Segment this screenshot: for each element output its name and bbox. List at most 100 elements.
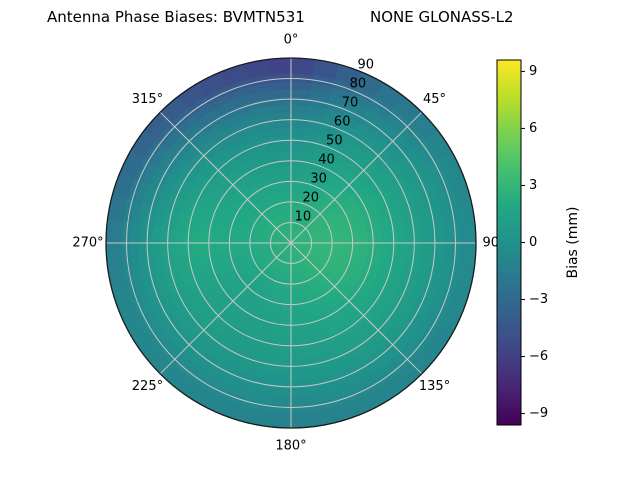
heatmap-cell <box>259 242 269 248</box>
heatmap-cell <box>175 227 185 244</box>
heatmap-cell <box>389 242 400 258</box>
colorbar-tick-label: 0 <box>529 235 537 250</box>
heatmap-cell <box>276 341 292 352</box>
heatmap-cell <box>367 242 377 255</box>
heatmap-cell <box>321 237 330 244</box>
colorbar-tick-label: 9 <box>529 64 537 79</box>
radial-tick-label: 10 <box>295 210 312 225</box>
angular-tick-label: 0° <box>284 33 299 48</box>
heatmap-cell <box>175 242 185 259</box>
heatmap-cell <box>367 231 377 244</box>
heatmap-cell <box>290 280 298 290</box>
heatmap-cell <box>198 230 208 244</box>
heatmap-cell <box>290 357 308 367</box>
heatmap-cell <box>290 165 302 175</box>
heatmap-cell <box>284 196 292 206</box>
heatmap-cell <box>270 387 292 398</box>
heatmap-cell <box>205 231 215 244</box>
colorbar-label: Bias (mm) <box>565 206 581 278</box>
heatmap-cell <box>290 157 303 167</box>
heatmap-cell <box>397 227 407 244</box>
heatmap-cell <box>290 80 313 91</box>
radial-tick-label: 30 <box>310 172 327 187</box>
heatmap-cell <box>328 236 338 244</box>
heatmap-cell <box>420 242 431 262</box>
heatmap-cell <box>435 222 446 244</box>
heatmap-cell <box>274 119 292 129</box>
heatmap-cell <box>270 88 292 99</box>
heatmap-cell <box>144 223 154 244</box>
heatmap-cell <box>286 211 292 221</box>
heatmap-cell <box>290 134 306 145</box>
heatmap-cell <box>280 311 292 321</box>
heatmap-cell <box>244 242 254 250</box>
heatmap-cell <box>221 233 231 244</box>
heatmap-cell <box>136 242 147 264</box>
heatmap-cell <box>236 242 246 251</box>
heatmap-cell <box>290 88 312 99</box>
radial-tick-label: 90 <box>358 58 375 73</box>
radial-tick-label: 50 <box>326 134 343 149</box>
heatmap-cell <box>280 165 292 175</box>
heatmap-cell <box>336 235 346 244</box>
heatmap-cell <box>190 229 200 244</box>
grid-spoke <box>159 111 292 244</box>
heatmap-cell <box>182 228 193 244</box>
angular-tick-label: 45° <box>423 92 446 107</box>
heatmap-cell <box>278 150 292 160</box>
colorbar-tick-label: −6 <box>529 349 548 364</box>
heatmap-cell <box>213 232 223 244</box>
heatmap-cell <box>290 180 300 190</box>
heatmap-cell <box>435 242 446 264</box>
heatmap-cell <box>290 372 310 383</box>
heatmap-cell <box>151 242 162 262</box>
heatmap-cell <box>282 296 292 306</box>
heatmap-cell <box>167 242 177 260</box>
heatmap-cell <box>443 242 454 265</box>
heatmap-cell <box>290 326 304 336</box>
radial-tick-label: 80 <box>350 77 367 92</box>
heatmap-cell <box>374 242 384 256</box>
heatmap-cell <box>205 242 215 255</box>
heatmap-cell <box>269 80 292 91</box>
colorbar-tick-label: −3 <box>529 292 548 307</box>
heatmap-cell <box>382 242 392 257</box>
heatmap-cell <box>271 380 292 390</box>
grid-spoke <box>290 242 423 375</box>
grid-spoke <box>290 111 423 244</box>
heatmap-cell <box>290 142 305 152</box>
heatmap-cell <box>359 242 369 254</box>
heatmap-cell <box>283 188 292 198</box>
heatmap-cell <box>277 334 292 344</box>
colorbar-gradient <box>496 59 522 426</box>
heatmap-cell <box>282 180 292 190</box>
grid-spoke <box>159 242 292 375</box>
heatmap-cell <box>290 311 302 321</box>
heatmap-cell <box>290 119 308 129</box>
heatmap-cell <box>290 395 313 406</box>
angular-tick-label: 135° <box>419 379 450 394</box>
heatmap-cell <box>276 134 292 145</box>
angular-tick-label: 225° <box>132 379 163 394</box>
heatmap-cell <box>278 326 292 336</box>
heatmap-cell <box>428 223 438 244</box>
heatmap-cell <box>167 226 177 244</box>
heatmap-cell <box>275 349 292 359</box>
heatmap-cell <box>443 221 454 244</box>
heatmap-cell <box>228 234 238 244</box>
angular-tick-label: 315° <box>132 92 163 107</box>
heatmap-cell <box>290 349 307 359</box>
heatmap-cells <box>105 57 477 429</box>
heatmap-cell <box>351 242 361 253</box>
heatmap-cell <box>290 380 311 390</box>
heatmap-cell <box>405 242 415 260</box>
radial-tick-label: 70 <box>342 96 359 111</box>
heatmap-cell <box>290 303 301 313</box>
heatmap-cell <box>279 319 292 329</box>
heatmap-cell <box>344 234 354 244</box>
heatmap-cell <box>136 222 147 244</box>
heatmap-cell <box>290 341 306 352</box>
heatmap-cell <box>275 127 292 137</box>
polar-outline <box>105 57 477 429</box>
